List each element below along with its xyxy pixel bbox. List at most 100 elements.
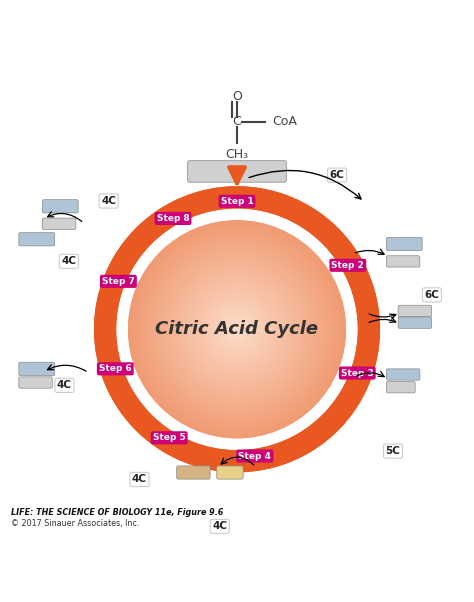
Circle shape: [219, 312, 255, 347]
Circle shape: [235, 327, 239, 332]
Circle shape: [128, 221, 346, 438]
Circle shape: [228, 321, 246, 338]
Circle shape: [187, 279, 287, 379]
Circle shape: [150, 243, 324, 416]
FancyBboxPatch shape: [19, 232, 55, 246]
Circle shape: [215, 308, 259, 351]
Circle shape: [209, 301, 265, 358]
Circle shape: [170, 262, 304, 397]
Text: Step 3: Step 3: [341, 368, 374, 377]
Circle shape: [228, 321, 246, 338]
Circle shape: [164, 256, 310, 403]
Circle shape: [161, 253, 313, 405]
Text: CoA: CoA: [273, 116, 297, 128]
Text: 6C: 6C: [329, 170, 345, 180]
Circle shape: [159, 251, 315, 408]
Text: Step 2: Step 2: [331, 261, 364, 270]
Circle shape: [204, 297, 270, 362]
Circle shape: [198, 290, 276, 368]
Circle shape: [198, 290, 276, 368]
Circle shape: [207, 299, 267, 359]
Circle shape: [139, 232, 335, 427]
Text: © 2017 Sinauer Associates, Inc.: © 2017 Sinauer Associates, Inc.: [11, 519, 139, 528]
FancyBboxPatch shape: [177, 466, 210, 479]
Circle shape: [135, 228, 339, 431]
Circle shape: [155, 247, 319, 412]
Circle shape: [179, 271, 295, 388]
FancyBboxPatch shape: [19, 377, 52, 388]
Circle shape: [226, 318, 248, 340]
Text: O: O: [232, 90, 242, 102]
Text: Citric Acid Cycle: Citric Acid Cycle: [155, 320, 319, 338]
Circle shape: [148, 240, 326, 418]
Circle shape: [150, 243, 324, 416]
Circle shape: [153, 245, 321, 414]
Circle shape: [218, 310, 256, 349]
Circle shape: [131, 223, 343, 435]
Circle shape: [135, 228, 339, 431]
Circle shape: [233, 325, 241, 334]
Circle shape: [142, 234, 332, 424]
FancyBboxPatch shape: [386, 256, 420, 267]
Circle shape: [207, 299, 267, 359]
Circle shape: [211, 303, 263, 355]
Circle shape: [219, 312, 255, 347]
Circle shape: [157, 249, 317, 409]
Circle shape: [230, 323, 244, 336]
Circle shape: [133, 225, 341, 433]
FancyBboxPatch shape: [217, 466, 243, 479]
Text: C: C: [233, 116, 241, 128]
Circle shape: [224, 316, 250, 343]
Circle shape: [137, 229, 337, 429]
Circle shape: [194, 286, 280, 373]
FancyBboxPatch shape: [398, 305, 432, 317]
Circle shape: [144, 236, 330, 423]
Circle shape: [194, 286, 280, 373]
Circle shape: [146, 238, 328, 420]
Circle shape: [189, 282, 285, 377]
Circle shape: [183, 275, 291, 383]
Text: Step 8: Step 8: [156, 214, 190, 223]
FancyBboxPatch shape: [386, 382, 415, 393]
Circle shape: [191, 284, 283, 375]
Circle shape: [168, 260, 306, 399]
Text: 4C: 4C: [101, 196, 116, 206]
Text: Step 7: Step 7: [102, 277, 135, 286]
Circle shape: [181, 273, 293, 386]
Text: Step 4: Step 4: [238, 452, 271, 461]
Circle shape: [235, 327, 239, 332]
Text: CH₃: CH₃: [226, 148, 248, 161]
FancyBboxPatch shape: [19, 362, 55, 376]
Circle shape: [222, 314, 252, 344]
FancyBboxPatch shape: [188, 161, 286, 182]
Text: Step 5: Step 5: [153, 433, 185, 442]
Circle shape: [196, 288, 278, 370]
Circle shape: [183, 275, 291, 383]
Text: 4C: 4C: [212, 521, 227, 532]
Text: Step 6: Step 6: [99, 364, 132, 373]
Text: 5C: 5C: [385, 446, 401, 456]
Circle shape: [213, 305, 261, 353]
Circle shape: [131, 223, 343, 435]
Circle shape: [139, 232, 335, 427]
Circle shape: [128, 221, 346, 438]
Circle shape: [176, 268, 298, 390]
Circle shape: [165, 258, 309, 401]
Circle shape: [170, 262, 304, 397]
Text: 4C: 4C: [132, 474, 147, 485]
Circle shape: [142, 234, 332, 424]
Circle shape: [137, 229, 337, 429]
Circle shape: [165, 258, 309, 401]
Circle shape: [226, 318, 248, 340]
Circle shape: [172, 264, 302, 394]
Circle shape: [218, 310, 256, 349]
Circle shape: [133, 225, 341, 433]
Circle shape: [200, 293, 274, 366]
Circle shape: [155, 247, 319, 412]
Circle shape: [185, 278, 289, 381]
Circle shape: [148, 240, 326, 418]
Circle shape: [233, 325, 241, 334]
Circle shape: [179, 271, 295, 388]
Circle shape: [202, 294, 272, 364]
Circle shape: [144, 236, 330, 423]
